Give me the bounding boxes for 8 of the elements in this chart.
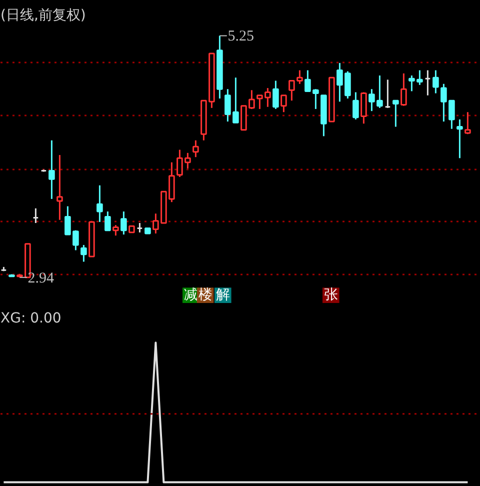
chart-title: XG: 0.00	[0, 310, 62, 326]
text: 张	[324, 287, 338, 304]
text: 楼	[198, 287, 212, 304]
chart-title: (日线,前复权)	[0, 8, 86, 24]
annotation: 5.25	[228, 28, 254, 45]
annotation: 2.94	[28, 270, 54, 286]
text: 解	[216, 287, 230, 304]
text: 减	[184, 287, 198, 304]
